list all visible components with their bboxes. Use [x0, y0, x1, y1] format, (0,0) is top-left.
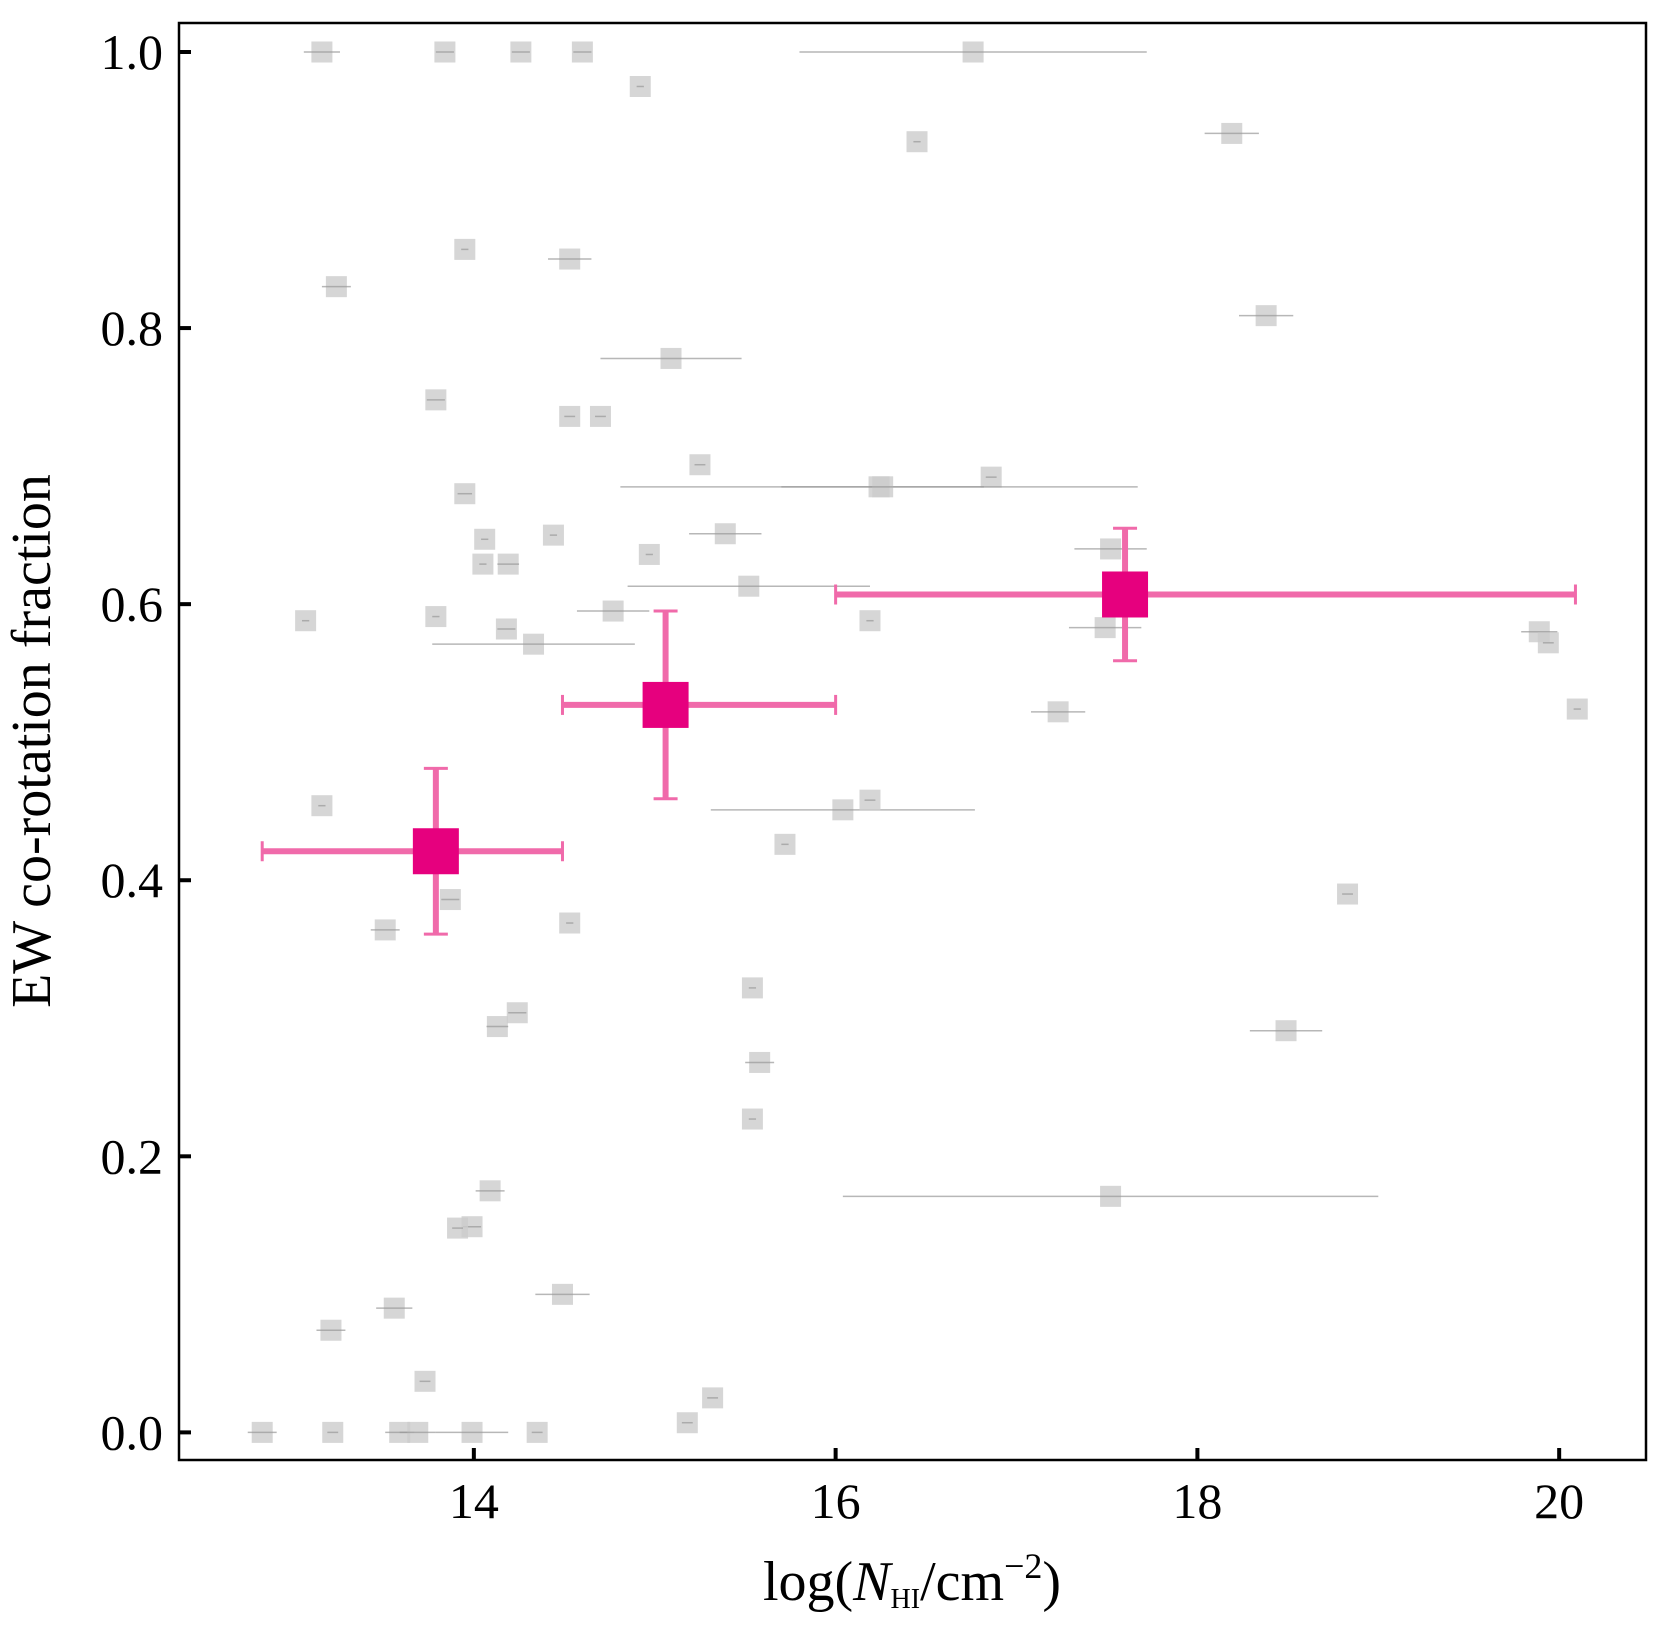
x-label-part: log( — [763, 1551, 853, 1613]
x-label-part: HI — [891, 1584, 921, 1615]
x-label-part: N — [852, 1551, 893, 1613]
x-tick-label: 14 — [449, 1473, 499, 1529]
plot-frame — [177, 21, 1648, 1462]
y-tick-label: 0.4 — [101, 852, 164, 908]
point — [412, 828, 459, 875]
y-tick-label: 0.2 — [101, 1128, 164, 1184]
x-axis-label: log(NHI/cm−2) — [763, 1546, 1061, 1615]
point — [1102, 571, 1149, 618]
x-label-part: −2 — [1004, 1546, 1042, 1586]
x-tick-label: 18 — [1172, 1473, 1222, 1529]
x-label-part: /cm — [920, 1551, 1004, 1613]
y-axis-label: EW co-rotation fraction — [1, 474, 63, 1008]
x-label-part: ) — [1042, 1551, 1061, 1613]
point — [642, 681, 689, 728]
x-tick-label: 16 — [811, 1473, 861, 1529]
y-tick-label: 0.6 — [101, 576, 164, 632]
x-tick-label: 20 — [1534, 1473, 1584, 1529]
y-tick-label: 0.0 — [101, 1404, 164, 1460]
y-tick-label: 1.0 — [101, 24, 164, 80]
y-tick-label: 0.8 — [101, 300, 164, 356]
